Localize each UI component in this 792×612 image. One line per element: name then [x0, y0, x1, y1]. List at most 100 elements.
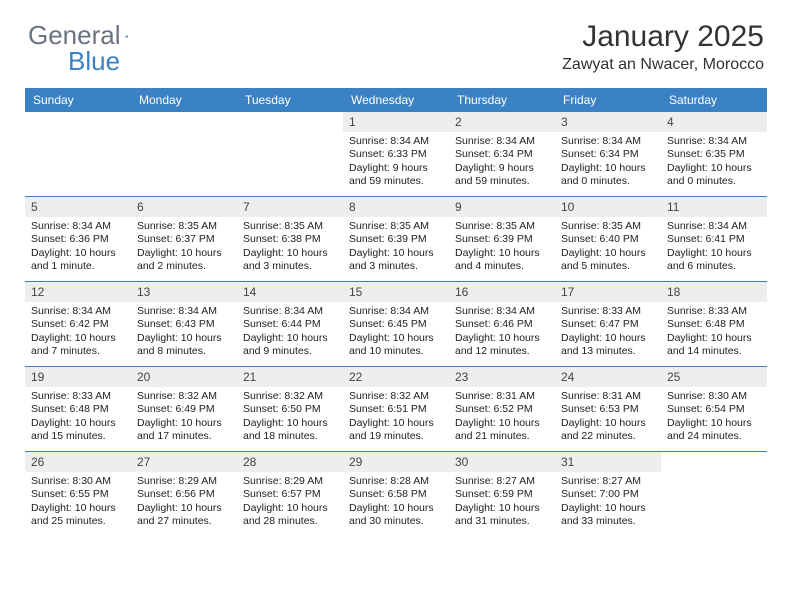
day-data: Sunrise: 8:34 AMSunset: 6:34 PMDaylight:… [555, 132, 661, 193]
day-number: 27 [131, 452, 237, 472]
calendar-cell: 18Sunrise: 8:33 AMSunset: 6:48 PMDayligh… [661, 282, 767, 366]
calendar-cell: 14Sunrise: 8:34 AMSunset: 6:44 PMDayligh… [237, 282, 343, 366]
day-data: Sunrise: 8:29 AMSunset: 6:56 PMDaylight:… [131, 472, 237, 533]
day-number: 20 [131, 367, 237, 387]
calendar-cell: 8Sunrise: 8:35 AMSunset: 6:39 PMDaylight… [343, 197, 449, 281]
calendar-cell: 3Sunrise: 8:34 AMSunset: 6:34 PMDaylight… [555, 112, 661, 196]
day-data: Sunrise: 8:35 AMSunset: 6:39 PMDaylight:… [343, 217, 449, 278]
day-number: 6 [131, 197, 237, 217]
calendar-cell: 27Sunrise: 8:29 AMSunset: 6:56 PMDayligh… [131, 452, 237, 536]
day-data: Sunrise: 8:34 AMSunset: 6:43 PMDaylight:… [131, 302, 237, 363]
calendar-cell: 13Sunrise: 8:34 AMSunset: 6:43 PMDayligh… [131, 282, 237, 366]
day-data: Sunrise: 8:34 AMSunset: 6:41 PMDaylight:… [661, 217, 767, 278]
calendar-cell [131, 112, 237, 196]
week-row: 5Sunrise: 8:34 AMSunset: 6:36 PMDaylight… [25, 197, 767, 282]
day-data: Sunrise: 8:34 AMSunset: 6:35 PMDaylight:… [661, 132, 767, 193]
day-number: 13 [131, 282, 237, 302]
day-data: Sunrise: 8:27 AMSunset: 6:59 PMDaylight:… [449, 472, 555, 533]
day-number: 26 [25, 452, 131, 472]
day-number: 12 [25, 282, 131, 302]
day-number: 29 [343, 452, 449, 472]
title-block: January 2025 Zawyat an Nwacer, Morocco [562, 20, 764, 74]
day-number: 10 [555, 197, 661, 217]
calendar-cell: 11Sunrise: 8:34 AMSunset: 6:41 PMDayligh… [661, 197, 767, 281]
day-number: 30 [449, 452, 555, 472]
day-data: Sunrise: 8:35 AMSunset: 6:38 PMDaylight:… [237, 217, 343, 278]
calendar-cell: 23Sunrise: 8:31 AMSunset: 6:52 PMDayligh… [449, 367, 555, 451]
day-data: Sunrise: 8:33 AMSunset: 6:48 PMDaylight:… [661, 302, 767, 363]
calendar-cell: 9Sunrise: 8:35 AMSunset: 6:39 PMDaylight… [449, 197, 555, 281]
day-number: 17 [555, 282, 661, 302]
location-text: Zawyat an Nwacer, Morocco [562, 56, 764, 74]
calendar-cell: 26Sunrise: 8:30 AMSunset: 6:55 PMDayligh… [25, 452, 131, 536]
day-number: 14 [237, 282, 343, 302]
day-number: 3 [555, 112, 661, 132]
day-number: 11 [661, 197, 767, 217]
week-row: 1Sunrise: 8:34 AMSunset: 6:33 PMDaylight… [25, 112, 767, 197]
day-number: 31 [555, 452, 661, 472]
calendar-cell: 20Sunrise: 8:32 AMSunset: 6:49 PMDayligh… [131, 367, 237, 451]
calendar-cell: 10Sunrise: 8:35 AMSunset: 6:40 PMDayligh… [555, 197, 661, 281]
month-title: January 2025 [562, 20, 764, 54]
day-data: Sunrise: 8:31 AMSunset: 6:52 PMDaylight:… [449, 387, 555, 448]
calendar-cell: 24Sunrise: 8:31 AMSunset: 6:53 PMDayligh… [555, 367, 661, 451]
day-data: Sunrise: 8:28 AMSunset: 6:58 PMDaylight:… [343, 472, 449, 533]
day-number: 15 [343, 282, 449, 302]
day-data: Sunrise: 8:33 AMSunset: 6:47 PMDaylight:… [555, 302, 661, 363]
day-header-cell: Monday [131, 88, 237, 112]
day-data: Sunrise: 8:34 AMSunset: 6:36 PMDaylight:… [25, 217, 131, 278]
day-data: Sunrise: 8:34 AMSunset: 6:44 PMDaylight:… [237, 302, 343, 363]
day-header-cell: Saturday [661, 88, 767, 112]
day-number: 8 [343, 197, 449, 217]
calendar-cell: 12Sunrise: 8:34 AMSunset: 6:42 PMDayligh… [25, 282, 131, 366]
week-row: 12Sunrise: 8:34 AMSunset: 6:42 PMDayligh… [25, 282, 767, 367]
day-number: 1 [343, 112, 449, 132]
day-number: 2 [449, 112, 555, 132]
day-header-cell: Thursday [449, 88, 555, 112]
calendar-cell: 21Sunrise: 8:32 AMSunset: 6:50 PMDayligh… [237, 367, 343, 451]
calendar: SundayMondayTuesdayWednesdayThursdayFrid… [25, 88, 767, 536]
calendar-cell: 15Sunrise: 8:34 AMSunset: 6:45 PMDayligh… [343, 282, 449, 366]
day-number: 21 [237, 367, 343, 387]
day-data: Sunrise: 8:34 AMSunset: 6:33 PMDaylight:… [343, 132, 449, 193]
day-number: 5 [25, 197, 131, 217]
calendar-cell: 22Sunrise: 8:32 AMSunset: 6:51 PMDayligh… [343, 367, 449, 451]
calendar-cell: 19Sunrise: 8:33 AMSunset: 6:48 PMDayligh… [25, 367, 131, 451]
day-number: 24 [555, 367, 661, 387]
day-number: 19 [25, 367, 131, 387]
header: General Blue January 2025 Zawyat an Nwac… [0, 0, 792, 82]
day-data: Sunrise: 8:27 AMSunset: 7:00 PMDaylight:… [555, 472, 661, 533]
logo: General Blue [28, 20, 149, 51]
day-header-cell: Friday [555, 88, 661, 112]
calendar-cell: 7Sunrise: 8:35 AMSunset: 6:38 PMDaylight… [237, 197, 343, 281]
calendar-cell: 30Sunrise: 8:27 AMSunset: 6:59 PMDayligh… [449, 452, 555, 536]
calendar-cell: 2Sunrise: 8:34 AMSunset: 6:34 PMDaylight… [449, 112, 555, 196]
day-number: 4 [661, 112, 767, 132]
day-header-cell: Wednesday [343, 88, 449, 112]
day-data: Sunrise: 8:30 AMSunset: 6:54 PMDaylight:… [661, 387, 767, 448]
day-data: Sunrise: 8:35 AMSunset: 6:39 PMDaylight:… [449, 217, 555, 278]
day-data: Sunrise: 8:34 AMSunset: 6:45 PMDaylight:… [343, 302, 449, 363]
day-data: Sunrise: 8:30 AMSunset: 6:55 PMDaylight:… [25, 472, 131, 533]
logo-triangle-icon [125, 27, 128, 45]
day-number: 16 [449, 282, 555, 302]
day-number: 7 [237, 197, 343, 217]
day-number: 22 [343, 367, 449, 387]
day-header-row: SundayMondayTuesdayWednesdayThursdayFrid… [25, 88, 767, 112]
calendar-cell: 28Sunrise: 8:29 AMSunset: 6:57 PMDayligh… [237, 452, 343, 536]
day-data: Sunrise: 8:32 AMSunset: 6:50 PMDaylight:… [237, 387, 343, 448]
calendar-cell: 25Sunrise: 8:30 AMSunset: 6:54 PMDayligh… [661, 367, 767, 451]
calendar-cell: 31Sunrise: 8:27 AMSunset: 7:00 PMDayligh… [555, 452, 661, 536]
day-data: Sunrise: 8:34 AMSunset: 6:46 PMDaylight:… [449, 302, 555, 363]
day-number: 18 [661, 282, 767, 302]
day-data: Sunrise: 8:35 AMSunset: 6:40 PMDaylight:… [555, 217, 661, 278]
calendar-cell: 29Sunrise: 8:28 AMSunset: 6:58 PMDayligh… [343, 452, 449, 536]
day-number: 9 [449, 197, 555, 217]
week-row: 26Sunrise: 8:30 AMSunset: 6:55 PMDayligh… [25, 452, 767, 536]
day-data: Sunrise: 8:33 AMSunset: 6:48 PMDaylight:… [25, 387, 131, 448]
day-data: Sunrise: 8:31 AMSunset: 6:53 PMDaylight:… [555, 387, 661, 448]
calendar-cell: 5Sunrise: 8:34 AMSunset: 6:36 PMDaylight… [25, 197, 131, 281]
calendar-cell: 6Sunrise: 8:35 AMSunset: 6:37 PMDaylight… [131, 197, 237, 281]
day-data: Sunrise: 8:32 AMSunset: 6:49 PMDaylight:… [131, 387, 237, 448]
day-number: 25 [661, 367, 767, 387]
